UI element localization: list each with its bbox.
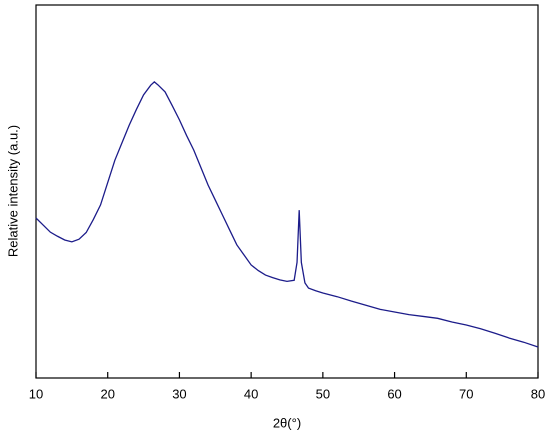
plot-frame — [35, 4, 539, 379]
data-line — [35, 80, 539, 348]
x-tick-label: 20 — [100, 386, 114, 401]
x-tick-label: 70 — [459, 386, 473, 401]
x-tick-label: 40 — [244, 386, 258, 401]
x-tick-label: 30 — [172, 386, 186, 401]
x-axis-label: 2θ(°) — [273, 415, 301, 430]
x-tick-label: 60 — [387, 386, 401, 401]
y-axis-label: Relative intensity (a.u.) — [5, 125, 20, 257]
x-tick-label: 80 — [531, 386, 545, 401]
x-tick-label: 50 — [316, 386, 330, 401]
x-tick-label: 10 — [29, 386, 43, 401]
